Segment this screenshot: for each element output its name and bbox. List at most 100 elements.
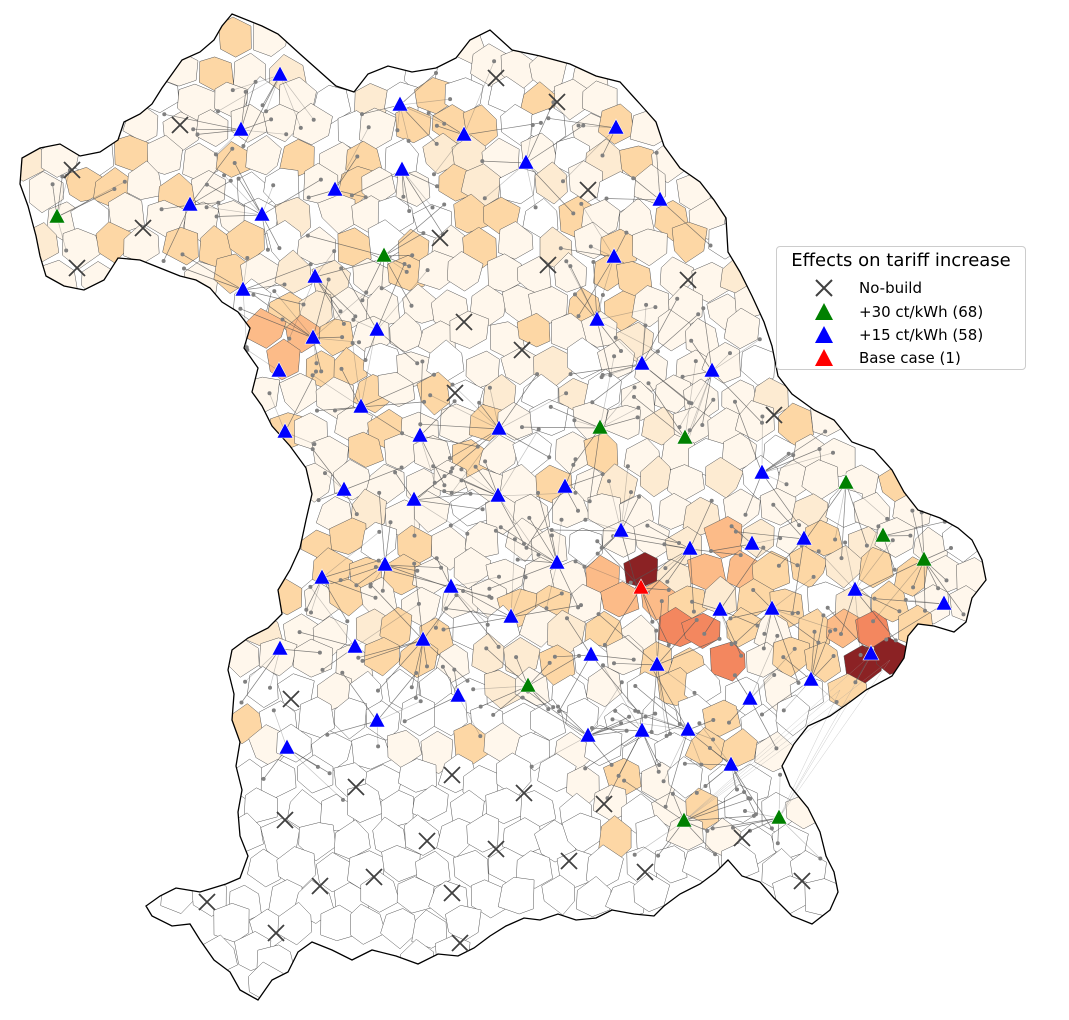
connection-line (274, 290, 314, 339)
demand-node (818, 856, 823, 861)
demand-node (305, 233, 310, 238)
demand-node (573, 457, 578, 462)
demand-node (546, 116, 551, 121)
connection-line (370, 584, 424, 641)
demand-node (485, 622, 490, 627)
connection-line (711, 370, 763, 423)
voronoi-cell (667, 756, 703, 799)
plus-15-site-marker (633, 354, 651, 371)
connection-line (450, 586, 492, 599)
voronoi-cell (277, 901, 313, 946)
legend-item-no-build: No-build (813, 277, 922, 299)
connection-line (428, 112, 465, 136)
connection-line (473, 685, 529, 690)
connection-line (749, 698, 777, 749)
demand-node (473, 464, 478, 469)
demand-node (341, 797, 345, 802)
plus-15-site-marker (517, 153, 535, 170)
connection-line (360, 401, 425, 408)
demand-node (602, 642, 607, 647)
plus-15-site-marker (455, 125, 473, 142)
demand-node (729, 642, 734, 647)
voronoi-cell (641, 696, 680, 736)
connection-line (845, 482, 868, 546)
demand-node (340, 670, 345, 675)
demand-node (268, 685, 272, 690)
connection-line (923, 559, 964, 615)
connection-line (761, 448, 820, 474)
connection-line (574, 294, 598, 321)
connection-line (854, 589, 900, 612)
connection-line (527, 691, 589, 737)
connection-line (189, 180, 231, 206)
demand-node (236, 176, 241, 181)
demand-node (416, 601, 421, 606)
demand-node (771, 502, 776, 507)
connection-line (430, 394, 500, 430)
connection-line (240, 308, 314, 339)
blue-triangle-icon (815, 326, 833, 343)
connection-line (751, 543, 798, 566)
connection-line (498, 428, 550, 458)
connection-line (614, 710, 643, 732)
demand-node (478, 734, 483, 739)
demand-node (377, 490, 382, 495)
demand-node (853, 680, 858, 685)
connection-line (683, 815, 754, 822)
connection-line (596, 306, 656, 321)
demand-node (64, 248, 69, 253)
connection-line (854, 526, 879, 591)
demand-node (890, 538, 895, 543)
demand-node (439, 565, 444, 570)
connection-line (589, 427, 601, 502)
demand-node (791, 453, 796, 458)
voronoi-cells-layer (20, 14, 986, 1000)
demand-node (645, 523, 650, 528)
legend-label-plus-15: +15 ct/kWh (58) (859, 326, 984, 344)
plus-15-site-marker (304, 328, 322, 345)
voronoi-cell (576, 876, 612, 917)
demand-node (633, 684, 638, 688)
demand-node (497, 574, 501, 579)
no-build-marker (679, 271, 697, 289)
demand-node (833, 627, 838, 632)
connection-line (242, 263, 311, 291)
connection-line (419, 435, 445, 486)
connection-line (399, 72, 437, 106)
connection-line (630, 548, 691, 583)
connection-line (525, 102, 554, 164)
plus-15-site-marker (753, 463, 771, 480)
connection-line (413, 475, 445, 501)
demand-node (595, 539, 600, 544)
demand-node (735, 787, 739, 792)
connection-line (216, 214, 263, 217)
connection-line (497, 495, 539, 555)
no-build-marker (765, 406, 783, 424)
connection-line (761, 472, 800, 526)
demand-node (204, 182, 209, 187)
voronoi-cell (639, 455, 674, 498)
plus-15-site-marker (502, 607, 520, 624)
demand-node (548, 404, 553, 409)
connection-line (206, 184, 263, 216)
demand-node (666, 588, 671, 592)
demand-node (662, 542, 667, 547)
connection-line (422, 639, 468, 682)
demand-node (559, 591, 564, 596)
demand-node (377, 529, 382, 534)
demand-node (834, 700, 839, 704)
plus-30-site-marker (770, 808, 788, 825)
connection-line (529, 517, 558, 564)
connection-line (659, 199, 711, 246)
voronoi-cell (380, 908, 418, 950)
connection-line (912, 510, 925, 561)
demand-node (665, 579, 670, 584)
voronoi-cell (702, 699, 741, 737)
demand-node (687, 428, 692, 433)
demand-node (629, 490, 633, 495)
demand-node (431, 464, 436, 469)
no-build-marker (63, 161, 81, 179)
connection-line (489, 387, 500, 430)
demand-node (637, 494, 641, 499)
demand-node (693, 359, 698, 364)
